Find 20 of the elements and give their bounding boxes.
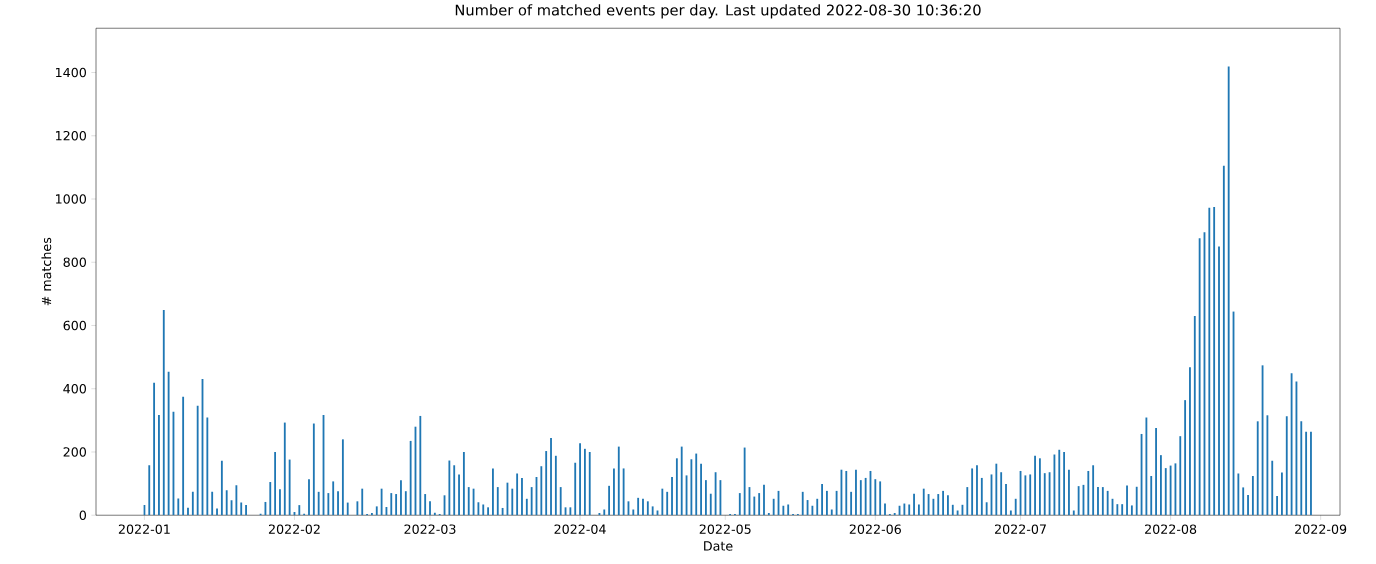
x-tick-label: 2022-04 (554, 524, 606, 534)
x-tick-label: 2022-09 (1295, 524, 1347, 534)
x-tick-label: 2022-06 (849, 524, 901, 534)
x-tick-label: 2022-03 (404, 524, 456, 534)
x-tick-label: 2022-01 (118, 524, 170, 534)
y-tick-label: 200 (63, 447, 87, 457)
y-tick-label: 400 (63, 383, 87, 394)
x-tick-label: 2022-05 (699, 524, 751, 534)
y-tick-label: 600 (63, 320, 87, 331)
x-tick-label: 2022-08 (1145, 524, 1197, 534)
y-tick-label: 0 (79, 510, 87, 520)
y-tick-label: 1400 (56, 67, 86, 78)
x-axis-title: Date (704, 541, 733, 551)
chart-title: Number of matched events per day. Last updated 2022-08-30 10:36:20 (455, 4, 981, 19)
y-tick-label: 800 (63, 257, 87, 267)
x-tick-label: 2022-07 (995, 524, 1046, 534)
x-tick-label: 2022-02 (268, 524, 320, 534)
y-axis-title: # matches (41, 237, 52, 306)
y-tick-label: 1000 (56, 194, 86, 204)
y-tick-label: 1200 (56, 130, 86, 141)
